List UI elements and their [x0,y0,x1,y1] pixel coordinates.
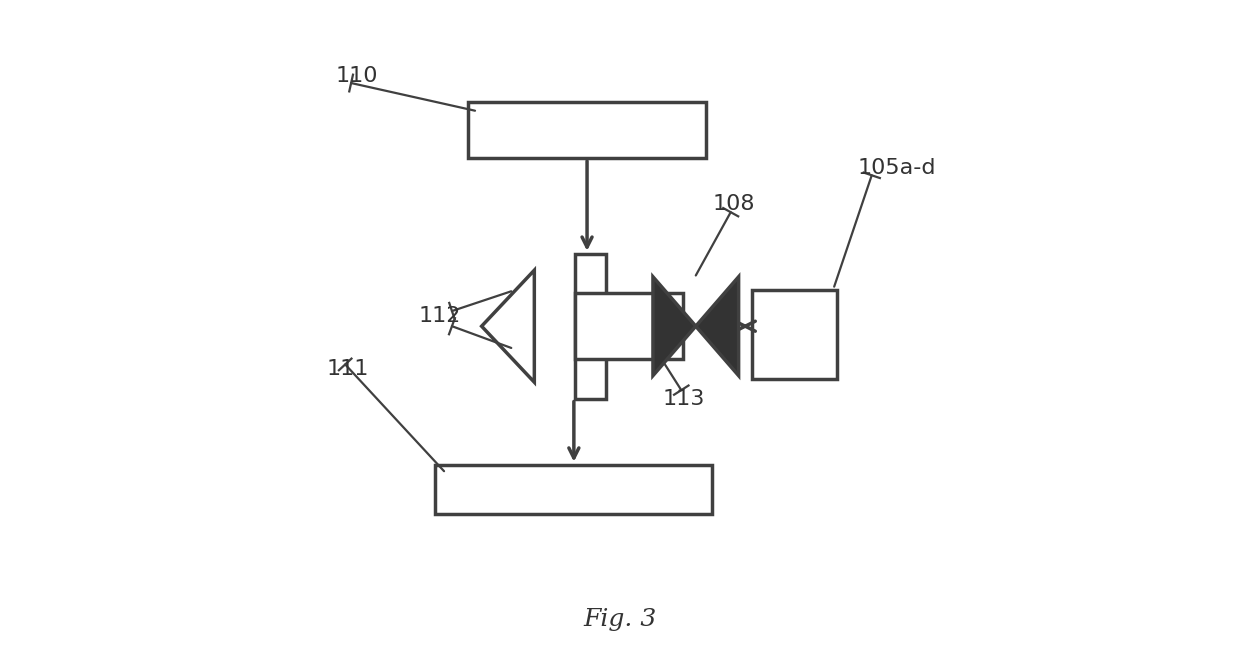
Text: 113: 113 [663,389,706,409]
Text: 110: 110 [335,66,378,86]
Text: 111: 111 [327,359,370,379]
Bar [574,293,683,359]
Bar [574,254,606,399]
Bar [469,102,706,158]
Text: 105a-d: 105a-d [857,158,936,178]
Text: 112: 112 [419,306,461,326]
Text: Fig. 3: Fig. 3 [583,608,657,631]
Bar [751,290,837,379]
Text: 108: 108 [712,194,755,214]
Bar [435,465,712,514]
Polygon shape [653,277,696,376]
Polygon shape [696,277,739,376]
